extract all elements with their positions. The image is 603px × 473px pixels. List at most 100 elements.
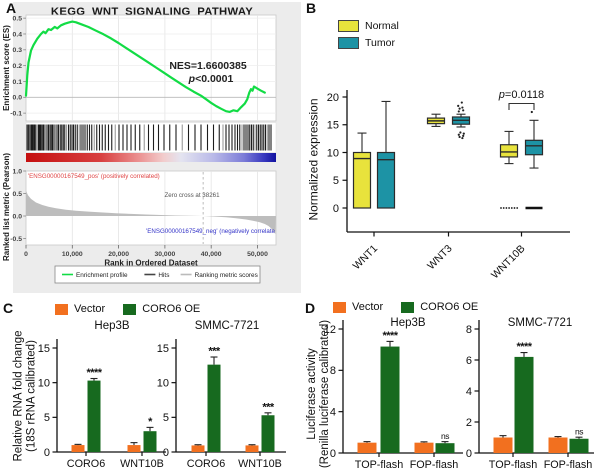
svg-text:0.0: 0.0 bbox=[13, 95, 23, 102]
svg-text:10: 10 bbox=[327, 147, 339, 159]
svg-text:WNT10B: WNT10B bbox=[489, 243, 528, 282]
legend-item-tumor: Tumor bbox=[338, 37, 395, 49]
panel-a-label: A bbox=[6, 0, 17, 16]
legend-vector-label: Vector bbox=[352, 301, 384, 313]
rna-fold-change-bar-chart: Hep3B 0 5 10 15 CORO6 **** WNT10B * SMMC-7721 0 5 10… bbox=[38, 320, 286, 470]
svg-text:p=0.0118: p=0.0118 bbox=[498, 89, 544, 101]
panel-d-y-axis-label: Luciferase activity (Renilla luciferase … bbox=[306, 308, 332, 473]
normal-swatch-icon bbox=[338, 20, 359, 32]
svg-text:***: *** bbox=[208, 346, 221, 358]
svg-text:1.0: 1.0 bbox=[13, 168, 23, 175]
svg-text:Zero cross at 38261: Zero cross at 38261 bbox=[164, 192, 220, 199]
svg-text:0.5: 0.5 bbox=[13, 15, 23, 22]
svg-text:0.4: 0.4 bbox=[13, 31, 23, 38]
panel-c-y-axis-label-line2: (18S rRNA calibrated) bbox=[25, 340, 38, 452]
panel-c-y-axis-label-line1: Relative RNA fold change bbox=[12, 330, 25, 462]
svg-text:5: 5 bbox=[163, 412, 169, 424]
vector-swatch-icon bbox=[333, 301, 346, 313]
svg-text:4: 4 bbox=[330, 406, 336, 418]
svg-text:CORO6: CORO6 bbox=[187, 458, 225, 470]
svg-text:Rank in Ordered Dataset: Rank in Ordered Dataset bbox=[104, 259, 198, 268]
svg-text:SMMC-7721: SMMC-7721 bbox=[508, 317, 573, 329]
legend-item-coro6-oe: CORO6 OE bbox=[401, 301, 478, 313]
svg-text:-0.1: -0.1 bbox=[10, 110, 22, 117]
svg-text:Ranked list metric (Pearson): Ranked list metric (Pearson) bbox=[2, 153, 11, 261]
panel-b: B Normal Tumor Normalized expression 0 5 1… bbox=[302, 0, 603, 300]
svg-text:0.0: 0.0 bbox=[13, 213, 23, 220]
svg-text:Enrichment score (ES): Enrichment score (ES) bbox=[2, 25, 11, 111]
svg-text:NES=1.6600385: NES=1.6600385 bbox=[169, 60, 247, 72]
svg-text:0.2: 0.2 bbox=[13, 63, 23, 70]
svg-text:****: **** bbox=[516, 341, 532, 353]
svg-text:****: **** bbox=[382, 330, 398, 342]
wnt-expression-boxplot: 0 5 10 15 20 WNT1 WNT3 WNT10B p=0.0118 bbox=[327, 89, 570, 282]
svg-text:p<0.0001: p<0.0001 bbox=[188, 73, 234, 85]
svg-text:'ENSG00000167549_pos' (positiv: 'ENSG00000167549_pos' (positively correl… bbox=[28, 173, 160, 180]
legend-vector-oe-d: Vector CORO6 OE bbox=[333, 301, 478, 313]
legend-item-coro6-oe: CORO6 OE bbox=[123, 303, 200, 315]
svg-text:4: 4 bbox=[466, 386, 472, 398]
svg-text:20,000: 20,000 bbox=[108, 251, 129, 258]
svg-text:0: 0 bbox=[330, 448, 336, 460]
legend-coro6-oe-label: CORO6 OE bbox=[420, 301, 479, 313]
panel-c-label: C bbox=[3, 300, 14, 316]
legend-normal-label: Normal bbox=[365, 20, 399, 32]
svg-text:-0.5: -0.5 bbox=[10, 236, 22, 243]
svg-text:FOP-flash: FOP-flash bbox=[544, 459, 593, 471]
svg-text:WNT10B: WNT10B bbox=[238, 458, 282, 470]
svg-text:***: *** bbox=[262, 401, 275, 413]
svg-text:12: 12 bbox=[324, 324, 336, 336]
svg-text:0: 0 bbox=[466, 448, 472, 460]
svg-text:10: 10 bbox=[38, 377, 50, 389]
legend-coro6-oe-label: CORO6 OE bbox=[142, 303, 201, 315]
svg-text:0: 0 bbox=[44, 447, 50, 459]
svg-text:Hits: Hits bbox=[158, 272, 169, 279]
panel-d: D Vector CORO6 OE Luciferase activity (R… bbox=[302, 300, 603, 473]
svg-text:15: 15 bbox=[38, 343, 50, 355]
svg-text:ns: ns bbox=[441, 431, 449, 441]
svg-text:5: 5 bbox=[333, 175, 339, 187]
svg-text:40,000: 40,000 bbox=[201, 251, 222, 258]
svg-text:ns: ns bbox=[575, 427, 583, 437]
coro6-oe-swatch-icon bbox=[401, 301, 415, 313]
panel-d-y-axis-label-line2: (Renilla luciferase calibrated) bbox=[319, 319, 331, 469]
svg-text:0: 0 bbox=[163, 447, 169, 459]
svg-text:2: 2 bbox=[466, 417, 472, 429]
panel-b-label: B bbox=[306, 0, 317, 16]
svg-text:'ENSG00000167549_neg' (negativ: 'ENSG00000167549_neg' (negatively correl… bbox=[146, 228, 276, 235]
legend-normal-tumor: Normal Tumor bbox=[338, 20, 399, 49]
svg-text:0.5: 0.5 bbox=[13, 191, 23, 198]
svg-text:Hep3B: Hep3B bbox=[390, 317, 425, 329]
legend-vector-oe-c: Vector CORO6 OE bbox=[55, 303, 200, 315]
tumor-swatch-icon bbox=[338, 37, 359, 49]
svg-text:Ranking metric scores: Ranking metric scores bbox=[195, 272, 258, 279]
panel-c-y-axis-label: Relative RNA fold change (18S rRNA calib… bbox=[13, 319, 39, 473]
svg-text:15: 15 bbox=[327, 120, 339, 132]
svg-text:CORO6: CORO6 bbox=[67, 458, 105, 470]
legend-tumor-label: Tumor bbox=[365, 37, 395, 49]
svg-text:WNT1: WNT1 bbox=[351, 243, 381, 273]
svg-text:10: 10 bbox=[157, 377, 169, 389]
panel-a: A KEGG_WNT_SIGNALING_PATHWAY 0.5 0.4 0.3 0.2… bbox=[0, 0, 302, 300]
svg-text:WNT3: WNT3 bbox=[425, 243, 455, 273]
legend-item-vector: Vector bbox=[55, 303, 105, 315]
svg-text:30,000: 30,000 bbox=[154, 251, 175, 258]
legend-vector-label: Vector bbox=[74, 303, 106, 315]
svg-text:6: 6 bbox=[466, 355, 472, 367]
svg-text:5: 5 bbox=[44, 412, 50, 424]
svg-text:8: 8 bbox=[466, 324, 472, 336]
svg-text:Enrichment profile: Enrichment profile bbox=[76, 272, 128, 279]
svg-text:0.1: 0.1 bbox=[13, 79, 23, 86]
coro6-oe-swatch-icon bbox=[123, 303, 137, 315]
svg-text:FOP-flash: FOP-flash bbox=[410, 459, 459, 471]
svg-text:10,000: 10,000 bbox=[62, 251, 83, 258]
svg-text:*: * bbox=[148, 416, 153, 428]
svg-text:TOP-flash: TOP-flash bbox=[489, 459, 537, 471]
svg-text:50,000: 50,000 bbox=[247, 251, 268, 258]
legend-item-normal: Normal bbox=[338, 20, 399, 32]
luciferase-activity-bar-chart: Hep3B 0 4 8 12 TOP-flash **** FOP-flash ns SMMC-7… bbox=[324, 317, 594, 471]
svg-text:0: 0 bbox=[333, 203, 339, 215]
svg-text:WNT10B: WNT10B bbox=[120, 458, 164, 470]
legend-item-vector: Vector bbox=[333, 301, 383, 313]
panel-d-label: D bbox=[305, 300, 316, 316]
